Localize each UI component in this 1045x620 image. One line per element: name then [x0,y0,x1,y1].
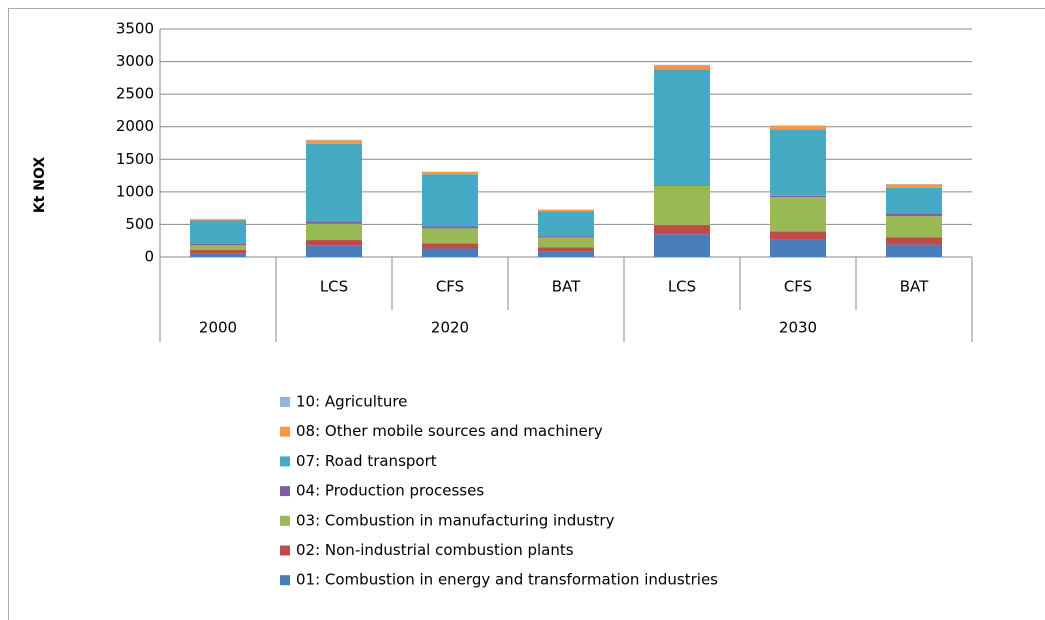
x-tick-label: LCS [320,278,348,296]
legend-swatch [280,456,290,467]
x-tick-label: BAT [900,278,929,296]
group-label: 2030 [779,319,817,337]
bar-segment [886,187,942,215]
bar-segment [886,237,942,245]
legend-swatch [280,426,290,437]
legend-label: 04: Production processes [296,482,484,500]
bar-segment [190,219,246,221]
bar-segment [306,240,362,246]
y-tick-label: 2500 [116,85,154,103]
legend-swatch [280,545,290,556]
bar-segment [770,129,826,196]
bar-segment [190,249,246,254]
bar-segment [538,236,594,238]
bar-segment [538,237,594,248]
bar-segment [654,69,710,186]
chart-frame [8,8,1045,620]
bar-segment [422,228,478,244]
bar-segment [770,195,826,198]
bar-segment [886,244,942,257]
bar-segment [538,209,594,212]
y-tick-label: 3500 [116,20,154,38]
bar-segment [422,174,478,227]
bar-segment [654,64,710,66]
bar-segment [654,185,710,226]
bar-segment [422,243,478,249]
bar-segment [654,234,710,257]
bar-segment [770,239,826,257]
x-tick-label: BAT [552,278,581,296]
bar-segment [538,211,594,237]
bar-segment [654,225,710,235]
x-tick-label: CFS [784,278,812,296]
bar-segment [190,243,246,246]
bar-segment [654,65,710,70]
legend-label: 02: Non-industrial combustion plants [296,541,574,559]
bar-segment [306,139,362,141]
bar-segment [770,197,826,232]
bar-segment [190,245,246,250]
y-tick-label: 2000 [116,117,154,135]
legend-label: 03: Combustion in manufacturing industry [296,511,615,529]
bar-segment [306,223,362,241]
bar-segment [886,215,942,238]
bar-segment [422,226,478,229]
bar-segment [306,245,362,257]
y-tick-label: 500 [125,215,154,233]
bar-segment [306,140,362,144]
legend-label: 07: Road transport [296,452,437,470]
legend-swatch [280,397,290,407]
bar-segment [770,231,826,240]
legend-label: 08: Other mobile sources and machinery [296,422,603,440]
bar-segment [422,171,478,175]
bar-segment [538,251,594,257]
x-tick-label: CFS [436,278,464,296]
y-tick-label: 1500 [116,150,154,168]
y-axis-label: Kt NOX [32,157,48,214]
legend-swatch [280,486,290,497]
bar-segment [190,220,246,244]
bar-segment [886,184,942,188]
y-tick-label: 3000 [116,52,154,70]
bar-segment [538,247,594,252]
legend-label: 10: Agriculture [296,393,407,411]
group-label: 2020 [431,319,469,337]
group-label: 2000 [199,319,237,337]
y-tick-label: 0 [144,248,154,266]
y-tick-label: 1000 [116,182,154,200]
bar-segment [422,248,478,257]
bar-segment [306,221,362,224]
bar-segment [886,214,942,216]
x-tick-label: LCS [668,278,696,296]
bar-segment [190,253,246,257]
bar-segment [306,143,362,222]
legend-label: 01: Combustion in energy and transformat… [296,571,718,589]
bar-segment [654,185,710,186]
bar-segment [770,125,826,130]
legend-swatch [280,575,290,586]
legend-swatch [280,515,290,526]
